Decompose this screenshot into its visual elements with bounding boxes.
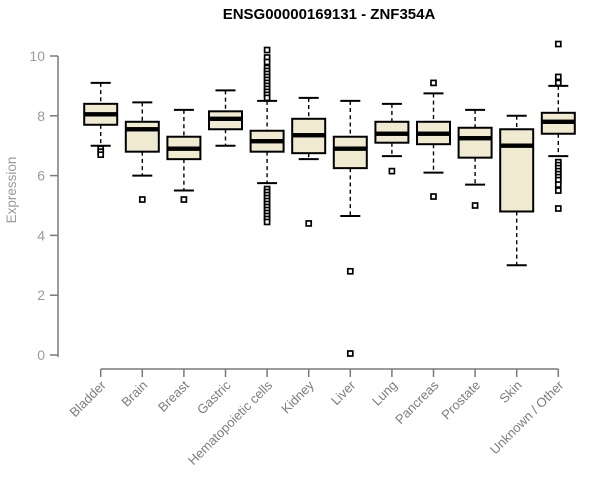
median-line [375,131,409,136]
outlier-point [180,196,188,203]
median-line [500,143,534,148]
boxplot-kidney [291,96,327,227]
iqr-box [499,128,535,213]
boxplot-unknown-other [540,40,576,212]
boxplot-pancreas [416,79,451,200]
boxplot-breast [166,108,202,203]
median-line [541,119,575,124]
boxplot-lung [374,102,410,175]
outlier-point [554,187,562,194]
outlier-point [97,151,105,159]
boxes-layer [83,40,576,357]
median-line [333,146,367,151]
outlier-point [430,193,437,200]
outlier-point [554,79,562,87]
outlier-point [388,167,396,175]
boxplot-skin [499,114,535,267]
outlier-point [263,46,271,54]
median-line [125,127,159,132]
x-tick-label-prostate: Prostate [438,378,483,423]
x-tick-label-bladder: Bladder [67,377,110,420]
x-tick-label-pancreas: Pancreas [392,377,442,427]
y-tick-label: 10 [29,48,45,64]
boxplot-prostate [457,108,493,209]
x-tick-label-breast: Breast [155,377,192,414]
outlier-point [554,181,562,188]
outlier-point [346,350,354,357]
outlier-point [554,73,562,81]
x-tick-label-kidney: Kidney [278,377,317,416]
chart-title: ENSG00000169131 - ZNF354A [223,6,436,23]
boxplot-bladder [83,81,119,159]
y-tick-label: 2 [37,287,45,303]
median-line [209,116,242,121]
boxplot-gastric [208,89,243,147]
outlier-point [471,202,479,209]
x-tick-label-lung: Lung [369,378,400,409]
median-line [417,131,450,136]
x-tick-label-unknown-other: Unknown / Other [487,377,567,457]
outlier-point [554,40,562,48]
iqr-box [332,135,368,170]
x-tick-label-gastric: Gastric [194,377,234,417]
outlier-point [263,58,271,66]
x-tick-label-brain: Brain [118,378,150,410]
median-line [292,133,326,138]
x-tick-label-liver: Liver [328,377,359,408]
median-line [458,136,492,141]
median-line [167,146,201,151]
outlier-point [305,220,313,227]
median-line [84,112,118,117]
outlier-point [138,196,146,203]
y-tick-label: 8 [37,108,45,124]
boxplot-hematopoietic-cells [249,46,285,226]
y-tick-label: 4 [37,227,45,243]
boxplot-liver [332,99,368,357]
y-tick-label: 6 [37,168,45,184]
iqr-box [124,120,160,153]
y-tick-label: 0 [37,347,45,363]
y-axis-label: Expression [4,157,19,224]
median-line [250,139,284,144]
outlier-point [263,218,271,226]
outlier-point [263,94,271,102]
outlier-point [554,205,562,212]
outlier-point [430,79,437,87]
outlier-point [346,267,354,275]
iqr-box [457,126,493,159]
boxplot-brain [124,101,160,203]
x-tick-label-skin: Skin [496,378,524,406]
